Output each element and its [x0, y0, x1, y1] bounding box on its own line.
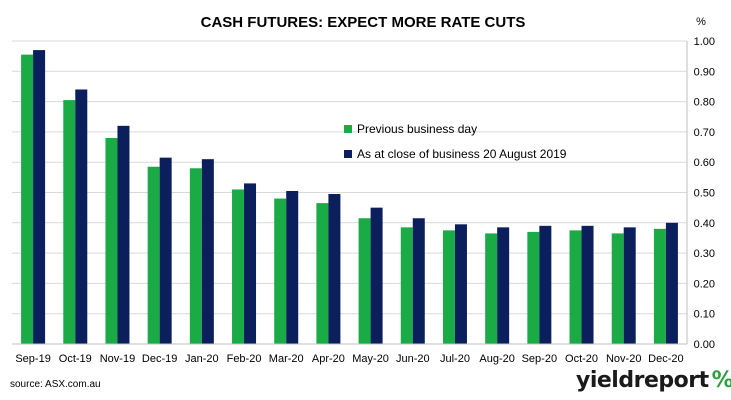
y-axis-unit-label: %: [696, 16, 706, 28]
yieldreport-logo: yieldreport%: [576, 368, 731, 393]
y-axis-ticks: 0.00 0.10 0.20 0.30 0.40 0.50 0.60 0.70 0.80 0.90…: [694, 36, 715, 351]
x-tick-label: May-20: [352, 353, 389, 365]
bar-current: [412, 218, 425, 344]
source-note: source: ASX.com.au: [10, 379, 101, 390]
bar-previous: [611, 233, 624, 344]
legend-swatch: [344, 125, 352, 133]
y-tick-label: 1.00: [694, 36, 715, 48]
bar-previous: [653, 228, 666, 344]
x-tick-label: Sep-20: [522, 353, 557, 365]
bar-previous: [147, 166, 160, 344]
bar-current: [159, 157, 172, 344]
x-tick-label: Apr-20: [312, 353, 345, 365]
bar-previous: [442, 230, 455, 344]
bar-current: [33, 50, 46, 345]
y-tick-label: 0.60: [694, 157, 715, 169]
y-tick-label: 0.10: [694, 309, 715, 321]
bar-previous: [400, 227, 413, 344]
bar-previous: [105, 137, 118, 344]
y-tick-label: 0.70: [694, 127, 715, 139]
bar-previous: [232, 189, 245, 344]
bar-previous: [274, 198, 287, 344]
bar-previous: [21, 54, 34, 344]
x-tick-label: Aug-20: [479, 353, 514, 365]
bar-previous: [569, 230, 582, 344]
x-tick-label: Sep-19: [15, 353, 50, 365]
legend-label: Previous business day: [357, 122, 477, 136]
legend: Previous business day As at close of busi…: [344, 122, 567, 161]
x-tick-label: Dec-19: [142, 353, 177, 365]
bar-current: [665, 222, 678, 344]
x-tick-label: Nov-19: [100, 353, 135, 365]
bar-current: [623, 227, 636, 344]
x-tick-label: Dec-20: [648, 353, 683, 365]
bar-previous: [527, 231, 540, 344]
bar-current: [497, 227, 510, 344]
x-tick-label: Jul-20: [440, 353, 470, 365]
x-axis-ticks: Sep-19 Oct-19 Nov-19 Dec-19 Jan-20 Feb-20 Mar-…: [15, 353, 683, 365]
bar-previous: [316, 203, 329, 344]
legend-swatch: [344, 150, 352, 158]
logo-word: yieldreport: [576, 368, 709, 393]
bar-current: [328, 194, 341, 344]
bar-current: [370, 207, 383, 344]
bar-previous: [485, 233, 498, 344]
legend-label: As at close of business 20 August 2019: [357, 147, 567, 161]
y-tick-label: 0.30: [694, 248, 715, 260]
bar-current: [244, 183, 257, 344]
x-tick-label: Jan-20: [185, 353, 219, 365]
bar-current: [286, 190, 299, 344]
bars-group: [21, 50, 678, 345]
y-tick-label: 0.40: [694, 218, 715, 230]
y-tick-label: 0.50: [694, 188, 715, 200]
x-tick-label: Nov-20: [606, 353, 641, 365]
y-tick-label: 0.00: [694, 339, 715, 351]
bar-current: [201, 159, 214, 344]
y-tick-label: 0.90: [694, 66, 715, 78]
y-tick-label: 0.20: [694, 278, 715, 290]
bar-current: [539, 225, 552, 344]
chart-title: CASH FUTURES: EXPECT MORE RATE CUTS: [201, 14, 526, 31]
axes: [12, 41, 688, 345]
y-tick-label: 0.80: [694, 97, 715, 109]
bar-previous: [189, 168, 202, 344]
x-tick-label: Oct-20: [565, 353, 598, 365]
bar-previous: [63, 100, 76, 345]
logo-percent-symbol: %: [711, 368, 731, 393]
x-tick-label: Jun-20: [396, 353, 430, 365]
bar-current: [75, 89, 88, 344]
bar-current: [117, 125, 130, 344]
bar-current: [581, 225, 594, 344]
bar-previous: [358, 218, 371, 344]
x-tick-label: Oct-19: [59, 353, 92, 365]
bar-current: [454, 224, 467, 344]
x-tick-label: Mar-20: [269, 353, 304, 365]
x-tick-label: Feb-20: [227, 353, 262, 365]
